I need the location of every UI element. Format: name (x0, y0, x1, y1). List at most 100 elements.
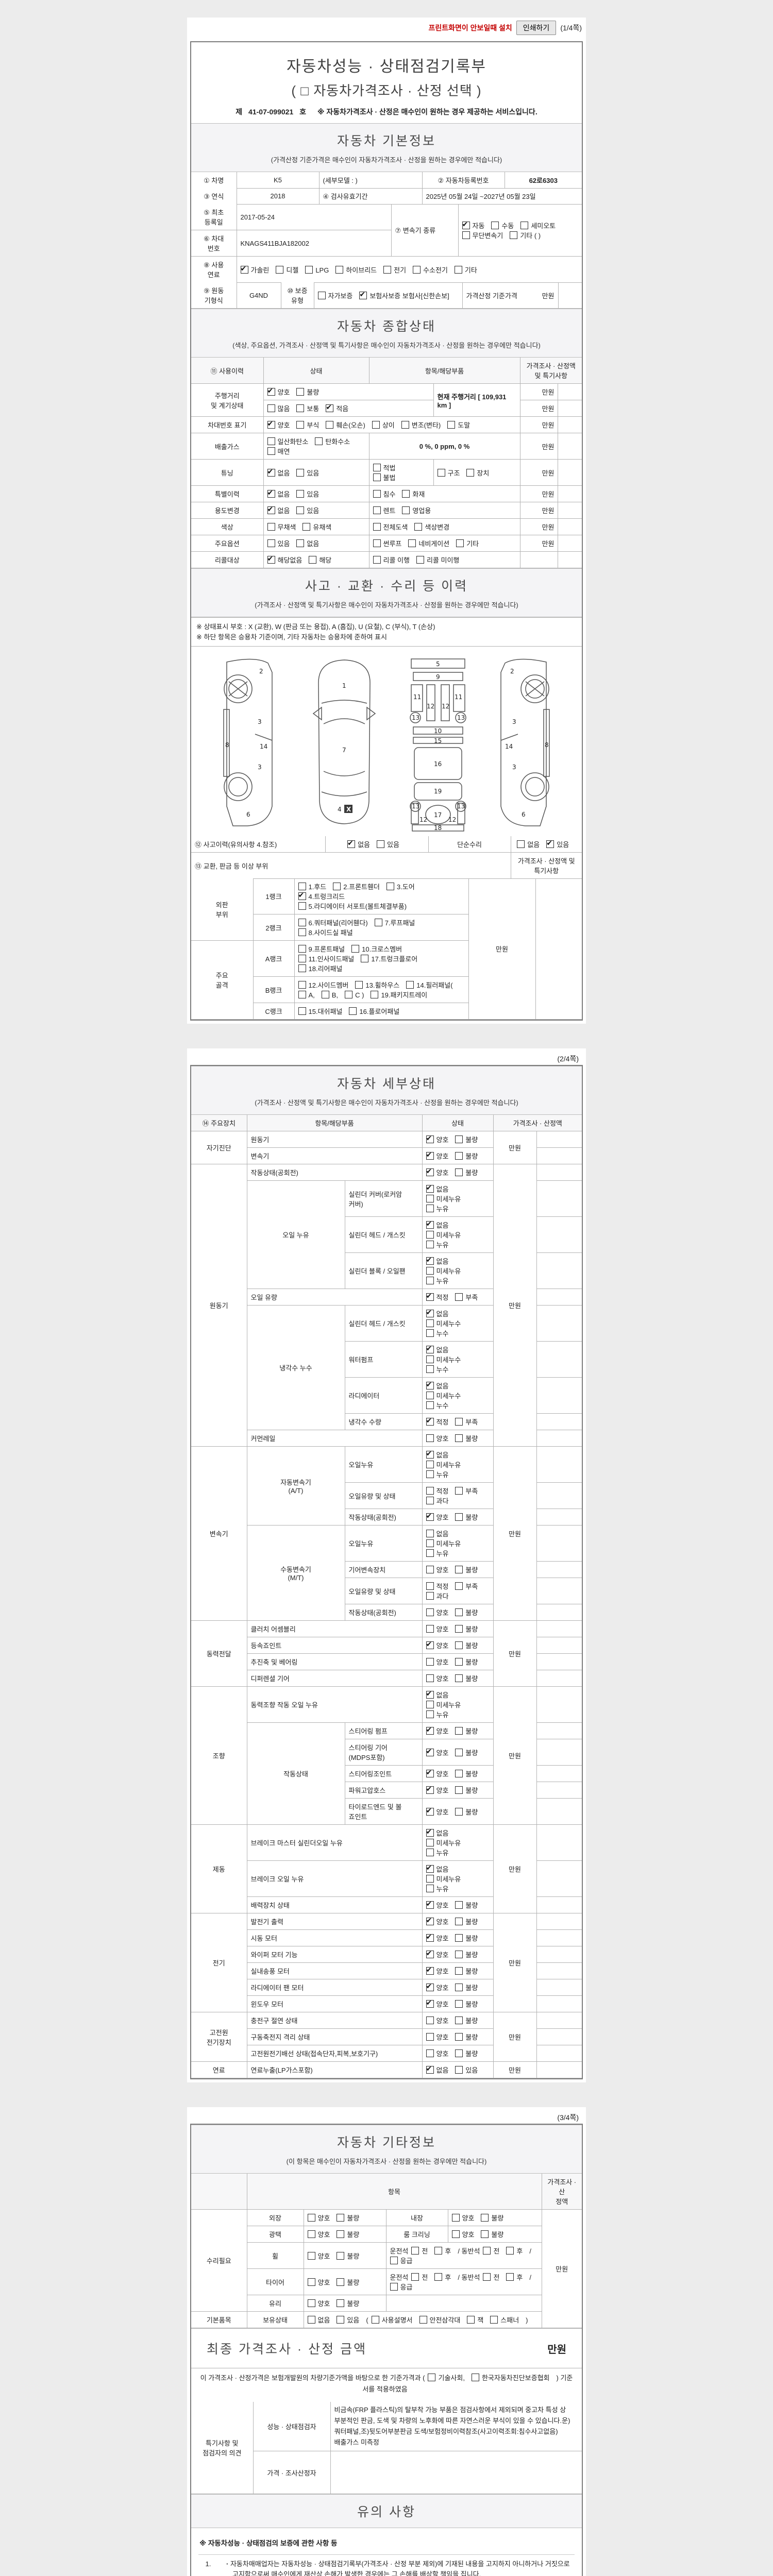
option[interactable]: 불량 (455, 1657, 478, 1667)
option[interactable]: 미세누유 (426, 1194, 461, 1204)
option[interactable]: 없음 (307, 2315, 330, 2325)
checkbox[interactable] (426, 1329, 434, 1337)
checkbox-checked[interactable] (426, 1150, 434, 1160)
checked-option[interactable]: 양호 (426, 1640, 448, 1650)
checkbox[interactable] (296, 506, 305, 514)
checked-option[interactable]: 양호 (426, 1933, 448, 1943)
checkbox[interactable] (426, 2049, 434, 2057)
checkbox[interactable] (267, 437, 275, 445)
option[interactable]: 양호 (426, 1657, 448, 1667)
option[interactable]: 불량 (455, 1726, 478, 1736)
checkbox-checked[interactable] (426, 1965, 434, 1975)
option[interactable]: 미세누수 (426, 1354, 461, 1364)
option[interactable]: 있음 (267, 538, 290, 548)
checkbox[interactable] (426, 1267, 434, 1275)
checked-option[interactable]: 없음 (426, 1256, 448, 1266)
option[interactable]: 미세누수 (426, 1318, 461, 1328)
checkbox[interactable] (426, 1241, 434, 1248)
checkbox[interactable] (361, 955, 369, 962)
option[interactable]: 양호 (426, 2015, 448, 2025)
option[interactable]: 3.도어 (386, 882, 415, 891)
checkbox[interactable] (402, 506, 410, 514)
checkbox[interactable] (390, 2257, 398, 2264)
checkbox[interactable] (426, 1674, 434, 1682)
checkbox[interactable] (455, 1786, 463, 1794)
option[interactable]: 양호 (307, 2229, 330, 2239)
checked-option[interactable]: 보험사보증 보험사[신한손보] (359, 290, 449, 300)
option[interactable]: 렌트 (373, 505, 395, 515)
checkbox[interactable] (426, 1355, 434, 1363)
checked-option[interactable]: 양호 (426, 1916, 448, 1926)
checkbox[interactable] (426, 1434, 434, 1442)
option[interactable]: 미세누유 (426, 1538, 461, 1548)
option[interactable]: 없음 (296, 538, 319, 548)
checkbox[interactable] (455, 1513, 463, 1521)
checkbox[interactable] (386, 883, 394, 890)
option[interactable]: 전 (483, 2272, 499, 2282)
option[interactable]: 양호 (307, 2277, 330, 2287)
checkbox[interactable] (426, 1608, 434, 1616)
checkbox-checked[interactable] (426, 1344, 434, 1353)
option[interactable]: 불량 (337, 2277, 359, 2287)
checked-option[interactable]: 양호 (426, 1806, 448, 1817)
checkbox[interactable] (455, 1293, 463, 1301)
checkbox[interactable] (402, 490, 410, 498)
checked-option[interactable]: 없음 (426, 1827, 448, 1838)
option[interactable]: 불량 (455, 1134, 478, 1144)
checkbox[interactable] (455, 1418, 463, 1426)
checkbox-checked[interactable] (347, 839, 356, 848)
option[interactable]: 리콜 미이행 (416, 555, 459, 565)
option[interactable]: 후 (434, 2246, 451, 2256)
checkbox[interactable] (455, 2016, 463, 2024)
checked-option[interactable]: 양호 (426, 1982, 448, 1992)
checkbox[interactable] (307, 2230, 315, 2238)
checkbox[interactable] (426, 1875, 434, 1883)
checkbox[interactable] (298, 945, 306, 953)
checkbox[interactable] (296, 490, 305, 498)
checked-option[interactable]: 해당없음 (267, 554, 302, 565)
option[interactable]: 양호 (426, 1433, 448, 1443)
checkbox[interactable] (337, 2251, 345, 2260)
checked-option[interactable]: 양호 (426, 1747, 448, 1757)
checkbox-checked[interactable] (326, 403, 334, 412)
print-button[interactable]: 인쇄하기 (516, 21, 557, 35)
checkbox[interactable] (298, 955, 306, 962)
option[interactable]: 불량 (455, 2015, 478, 2025)
checkbox[interactable] (337, 2230, 345, 2238)
option[interactable]: 불량 (455, 1999, 478, 2009)
checkbox[interactable] (372, 421, 380, 429)
option[interactable]: 불량 (455, 1673, 478, 1683)
checkbox[interactable] (298, 981, 306, 989)
option[interactable]: 불량 (455, 1807, 478, 1817)
option[interactable]: 무단변속기 (462, 230, 503, 240)
checkbox[interactable] (455, 1566, 463, 1573)
option[interactable]: 불량 (337, 2229, 359, 2239)
option[interactable]: 응급 (390, 2256, 412, 2265)
checkbox[interactable] (426, 1401, 434, 1409)
option[interactable]: 장치 (466, 468, 489, 478)
checkbox[interactable] (351, 945, 360, 953)
checkbox[interactable] (267, 523, 275, 531)
checkbox[interactable] (451, 2214, 460, 2222)
checkbox[interactable] (451, 2230, 460, 2238)
checked-option[interactable]: 양호 (426, 1512, 448, 1522)
checkbox[interactable] (298, 928, 306, 936)
checkbox-checked[interactable] (426, 1725, 434, 1735)
checkbox[interactable] (455, 1967, 463, 1975)
option[interactable]: 14.필러패널( (406, 980, 453, 990)
option[interactable]: 불량 (455, 1640, 478, 1650)
checkbox[interactable] (426, 1365, 434, 1373)
option[interactable]: 도말 (447, 420, 470, 430)
checkbox[interactable] (481, 2230, 489, 2238)
checkbox[interactable] (483, 2273, 491, 2281)
checkbox[interactable] (467, 2316, 475, 2324)
checked-option[interactable]: 양호 (426, 1768, 448, 1778)
checkbox[interactable] (456, 539, 464, 547)
checkbox[interactable] (455, 1984, 463, 1991)
option[interactable]: 미세누유 (426, 1874, 461, 1884)
option[interactable]: 디젤 (276, 265, 298, 275)
checkbox[interactable] (455, 1641, 463, 1649)
option[interactable]: 전기 (383, 265, 406, 275)
checked-option[interactable]: 없음 (347, 839, 370, 849)
option[interactable]: 누유 (426, 1204, 448, 1213)
